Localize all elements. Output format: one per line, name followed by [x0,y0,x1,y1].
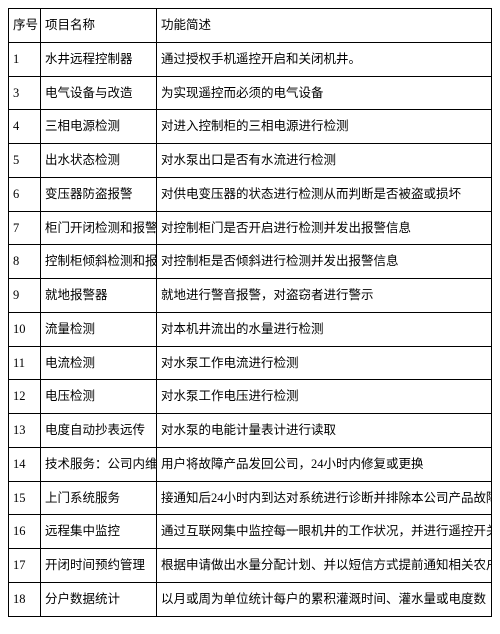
table-row: 14技术服务：公司内维修用户将故障产品发回公司，24小时内修复或更换 [9,447,492,481]
cell-desc: 就地进行警音报警，对盗窃者进行警示 [157,279,492,313]
cell-name: 电度自动抄表远传 [41,414,157,448]
cell-desc: 对控制柜是否倾斜进行检测并发出报警信息 [157,245,492,279]
table-header: 序号 项目名称 功能简述 [9,9,492,43]
cell-seq: 16 [9,515,41,549]
cell-desc: 对控制柜门是否开启进行检测并发出报警信息 [157,211,492,245]
table-row: 8控制柜倾斜检测和报警对控制柜是否倾斜进行检测并发出报警信息 [9,245,492,279]
cell-seq: 18 [9,582,41,616]
cell-name: 变压器防盗报警 [41,177,157,211]
cell-seq: 6 [9,177,41,211]
cell-seq: 7 [9,211,41,245]
spec-table: 序号 项目名称 功能简述 1水井远程控制器通过授权手机遥控开启和关闭机井。3电气… [8,8,492,617]
cell-seq: 12 [9,380,41,414]
cell-desc: 对供电变压器的状态进行检测从而判断是否被盗或损坏 [157,177,492,211]
cell-desc: 通过授权手机遥控开启和关闭机井。 [157,42,492,76]
cell-seq: 8 [9,245,41,279]
cell-desc: 对水泵工作电流进行检测 [157,346,492,380]
cell-name: 水井远程控制器 [41,42,157,76]
table-row: 5出水状态检测对水泵出口是否有水流进行检测 [9,144,492,178]
cell-desc: 以月或周为单位统计每户的累积灌溉时间、灌水量或电度数 [157,582,492,616]
table-row: 13电度自动抄表远传对水泵的电能计量表计进行读取 [9,414,492,448]
table-row: 7柜门开闭检测和报警对控制柜门是否开启进行检测并发出报警信息 [9,211,492,245]
cell-desc: 对水泵工作电压进行检测 [157,380,492,414]
cell-seq: 5 [9,144,41,178]
cell-seq: 17 [9,549,41,583]
cell-desc: 通过互联网集中监控每一眼机井的工作状况，并进行遥控开关 [157,515,492,549]
table-row: 12电压检测对水泵工作电压进行检测 [9,380,492,414]
cell-desc: 为实现遥控而必须的电气设备 [157,76,492,110]
cell-seq: 11 [9,346,41,380]
cell-name: 就地报警器 [41,279,157,313]
cell-desc: 对进入控制柜的三相电源进行检测 [157,110,492,144]
cell-seq: 13 [9,414,41,448]
cell-desc: 接通知后24小时内到达对系统进行诊断并排除本公司产品故障 [157,481,492,515]
cell-desc: 用户将故障产品发回公司，24小时内修复或更换 [157,447,492,481]
table-row: 17开闭时间预约管理根据申请做出水量分配计划、并以短信方式提前通知相关农户 [9,549,492,583]
table-body: 1水井远程控制器通过授权手机遥控开启和关闭机井。3电气设备与改造为实现遥控而必须… [9,42,492,616]
cell-seq: 14 [9,447,41,481]
cell-desc: 根据申请做出水量分配计划、并以短信方式提前通知相关农户 [157,549,492,583]
cell-desc: 对水泵出口是否有水流进行检测 [157,144,492,178]
cell-name: 流量检测 [41,312,157,346]
table-row: 4三相电源检测对进入控制柜的三相电源进行检测 [9,110,492,144]
cell-seq: 1 [9,42,41,76]
col-header-desc: 功能简述 [157,9,492,43]
table-row: 10流量检测对本机井流出的水量进行检测 [9,312,492,346]
table-row: 3电气设备与改造为实现遥控而必须的电气设备 [9,76,492,110]
cell-desc: 对本机井流出的水量进行检测 [157,312,492,346]
table-row: 18分户数据统计以月或周为单位统计每户的累积灌溉时间、灌水量或电度数 [9,582,492,616]
cell-seq: 15 [9,481,41,515]
cell-name: 柜门开闭检测和报警 [41,211,157,245]
col-header-seq: 序号 [9,9,41,43]
cell-name: 电气设备与改造 [41,76,157,110]
table-row: 6变压器防盗报警对供电变压器的状态进行检测从而判断是否被盗或损坏 [9,177,492,211]
cell-name: 出水状态检测 [41,144,157,178]
table-row: 16远程集中监控通过互联网集中监控每一眼机井的工作状况，并进行遥控开关 [9,515,492,549]
table-row: 11电流检测对水泵工作电流进行检测 [9,346,492,380]
cell-name: 三相电源检测 [41,110,157,144]
cell-seq: 10 [9,312,41,346]
cell-name: 控制柜倾斜检测和报警 [41,245,157,279]
cell-desc: 对水泵的电能计量表计进行读取 [157,414,492,448]
table-row: 9就地报警器就地进行警音报警，对盗窃者进行警示 [9,279,492,313]
col-header-name: 项目名称 [41,9,157,43]
cell-seq: 4 [9,110,41,144]
cell-seq: 9 [9,279,41,313]
cell-name: 远程集中监控 [41,515,157,549]
cell-name: 上门系统服务 [41,481,157,515]
cell-name: 电压检测 [41,380,157,414]
cell-name: 开闭时间预约管理 [41,549,157,583]
cell-name: 电流检测 [41,346,157,380]
cell-seq: 3 [9,76,41,110]
cell-name: 分户数据统计 [41,582,157,616]
table-row: 1水井远程控制器通过授权手机遥控开启和关闭机井。 [9,42,492,76]
table-row: 15上门系统服务接通知后24小时内到达对系统进行诊断并排除本公司产品故障 [9,481,492,515]
cell-name: 技术服务：公司内维修 [41,447,157,481]
table-header-row: 序号 项目名称 功能简述 [9,9,492,43]
